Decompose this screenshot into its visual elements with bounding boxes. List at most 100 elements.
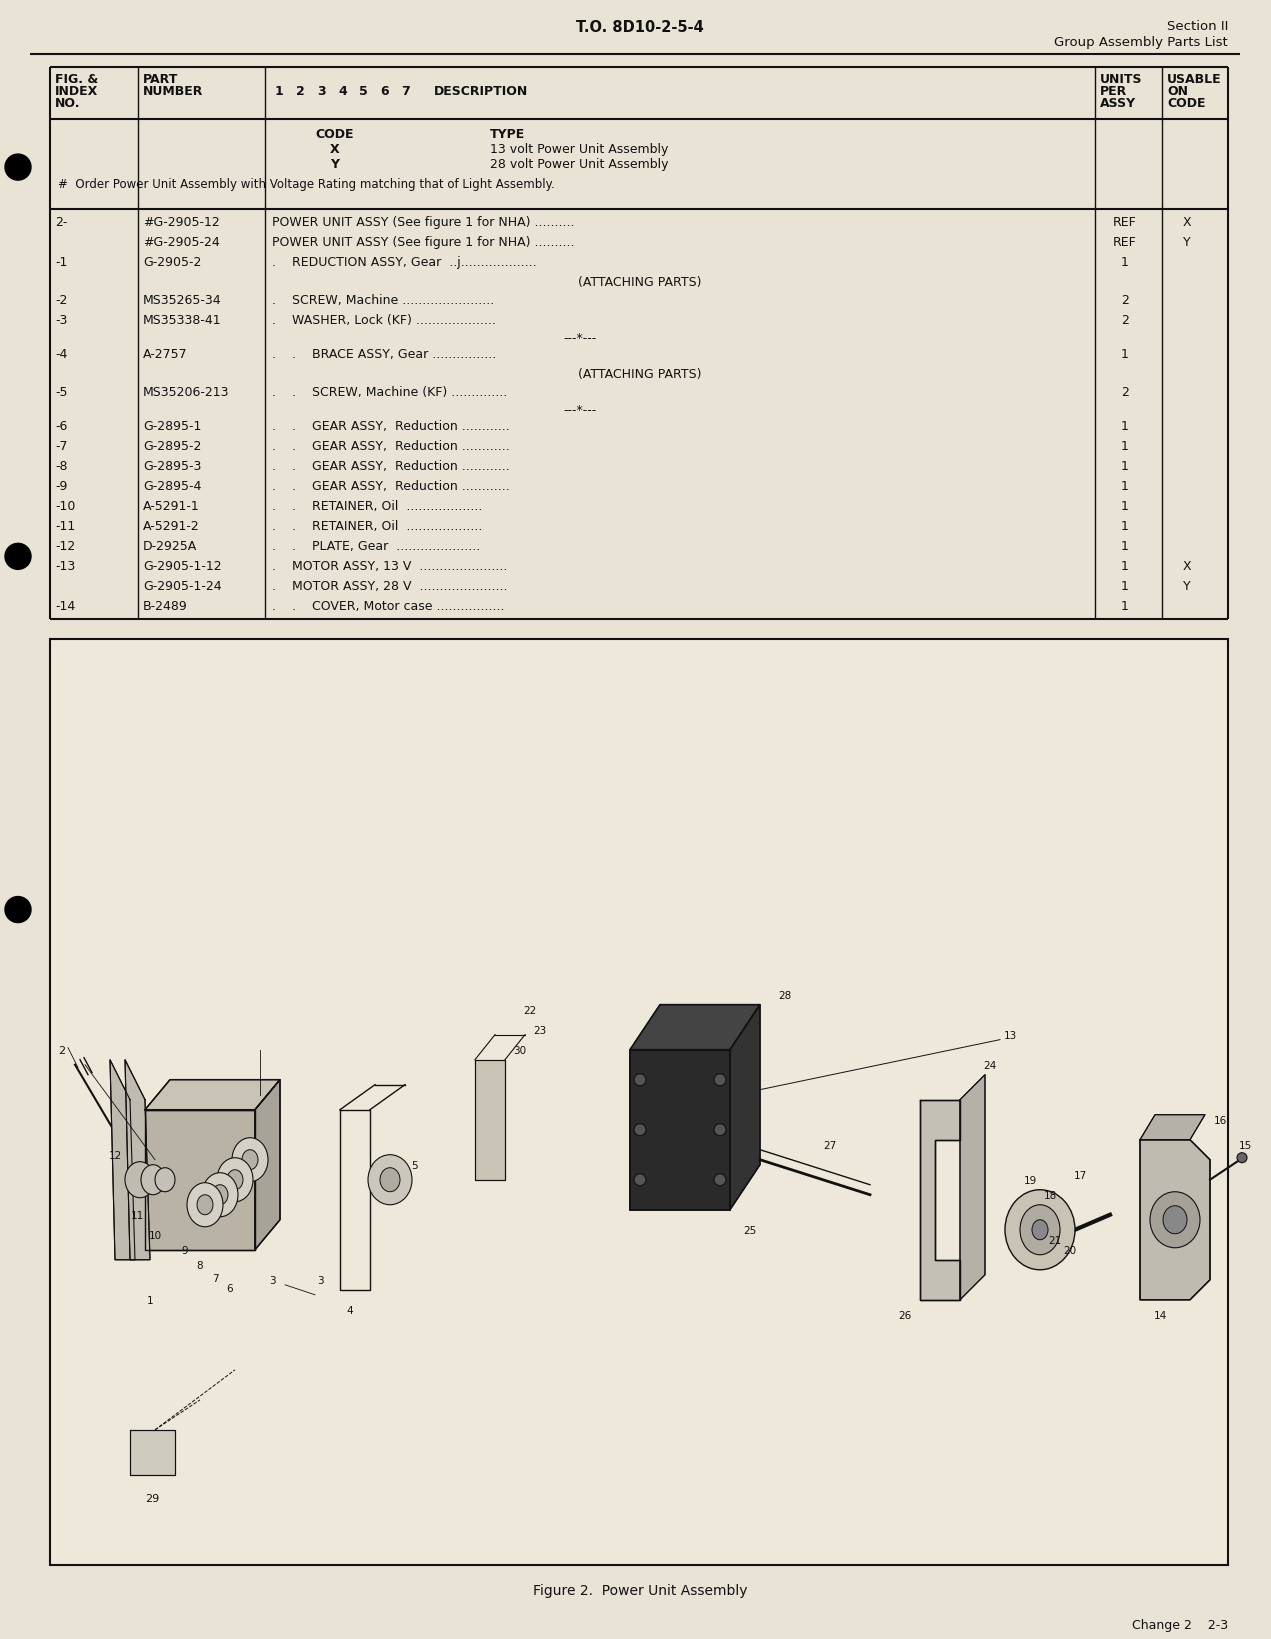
Text: 8: 8	[197, 1260, 203, 1270]
Text: ASSY: ASSY	[1099, 97, 1136, 110]
Text: .    .    GEAR ASSY,  Reduction ............: . . GEAR ASSY, Reduction ............	[272, 439, 510, 452]
Text: ---*---: ---*---	[563, 403, 596, 416]
Ellipse shape	[141, 1165, 165, 1195]
Text: Section II: Section II	[1167, 20, 1228, 33]
Text: T.O. 8D10-2-5-4: T.O. 8D10-2-5-4	[576, 20, 704, 34]
Text: A-5291-2: A-5291-2	[144, 520, 200, 533]
Text: 13 volt Power Unit Assembly: 13 volt Power Unit Assembly	[491, 143, 669, 156]
Text: 16: 16	[1214, 1115, 1227, 1124]
Text: .    SCREW, Machine .......................: . SCREW, Machine .......................	[272, 293, 494, 306]
Text: 1: 1	[1121, 539, 1129, 552]
Ellipse shape	[1163, 1206, 1187, 1234]
Bar	[50, 639, 1228, 1565]
Polygon shape	[960, 1075, 985, 1300]
Text: 28 volt Power Unit Assembly: 28 volt Power Unit Assembly	[491, 157, 669, 170]
Text: #G-2905-12: #G-2905-12	[144, 216, 220, 229]
Polygon shape	[730, 1005, 760, 1210]
Text: 1: 1	[1121, 500, 1129, 513]
Text: POWER UNIT ASSY (See figure 1 for NHA) ..........: POWER UNIT ASSY (See figure 1 for NHA) .…	[272, 236, 574, 249]
Text: 12: 12	[108, 1151, 122, 1160]
Text: G-2905-1-12: G-2905-1-12	[144, 561, 221, 574]
Ellipse shape	[634, 1124, 646, 1136]
Text: .    .    RETAINER, Oil  ...................: . . RETAINER, Oil ...................	[272, 500, 483, 513]
Ellipse shape	[125, 1162, 155, 1198]
Polygon shape	[1140, 1141, 1210, 1300]
Text: CODE: CODE	[1167, 97, 1205, 110]
Text: -8: -8	[55, 461, 67, 474]
Text: 19: 19	[1023, 1175, 1037, 1185]
Text: FIG. &: FIG. &	[55, 74, 98, 85]
Text: 27: 27	[824, 1141, 836, 1151]
Text: 3: 3	[268, 1275, 276, 1285]
Text: A-2757: A-2757	[144, 347, 188, 361]
Text: 9: 9	[182, 1246, 188, 1255]
Text: Change 2    2-3: Change 2 2-3	[1132, 1618, 1228, 1631]
Ellipse shape	[228, 1170, 243, 1190]
Ellipse shape	[241, 1151, 258, 1170]
Polygon shape	[630, 1005, 760, 1051]
Text: 29: 29	[145, 1493, 159, 1503]
Text: .    MOTOR ASSY, 28 V  ......................: . MOTOR ASSY, 28 V .....................…	[272, 580, 507, 593]
Ellipse shape	[714, 1074, 726, 1087]
Ellipse shape	[202, 1174, 238, 1218]
Ellipse shape	[212, 1185, 228, 1205]
Text: PART: PART	[144, 74, 178, 85]
Ellipse shape	[1021, 1205, 1060, 1255]
Text: DESCRIPTION: DESCRIPTION	[433, 85, 529, 98]
Text: G-2895-2: G-2895-2	[144, 439, 201, 452]
Text: 1: 1	[1121, 480, 1129, 493]
Text: 1: 1	[1121, 561, 1129, 574]
Text: -14: -14	[55, 600, 75, 613]
Text: 1: 1	[275, 85, 283, 98]
Ellipse shape	[1237, 1152, 1247, 1164]
Text: Y: Y	[330, 157, 339, 170]
Text: POWER UNIT ASSY (See figure 1 for NHA) ..........: POWER UNIT ASSY (See figure 1 for NHA) .…	[272, 216, 574, 229]
Text: 23: 23	[534, 1024, 547, 1034]
Text: 2-: 2-	[55, 216, 67, 229]
Text: INDEX: INDEX	[55, 85, 98, 98]
Polygon shape	[920, 1100, 960, 1300]
Text: 2: 2	[1121, 293, 1129, 306]
Text: TYPE: TYPE	[491, 128, 525, 141]
Text: 10: 10	[149, 1229, 161, 1241]
Text: NUMBER: NUMBER	[144, 85, 203, 98]
Text: 15: 15	[1238, 1141, 1252, 1151]
Circle shape	[5, 544, 31, 570]
Text: Y: Y	[1183, 580, 1191, 593]
Ellipse shape	[1032, 1219, 1049, 1241]
Text: #G-2905-24: #G-2905-24	[144, 236, 220, 249]
Text: -7: -7	[55, 439, 67, 452]
Text: MS35206-213: MS35206-213	[144, 387, 230, 398]
Text: NO.: NO.	[55, 97, 80, 110]
Ellipse shape	[714, 1124, 726, 1136]
Text: 1: 1	[1121, 347, 1129, 361]
Ellipse shape	[714, 1174, 726, 1187]
Text: -12: -12	[55, 539, 75, 552]
Text: G-2905-1-24: G-2905-1-24	[144, 580, 221, 593]
Text: A-5291-1: A-5291-1	[144, 500, 200, 513]
Ellipse shape	[369, 1155, 412, 1205]
Text: 1: 1	[1121, 580, 1129, 593]
Text: ---*---: ---*---	[563, 333, 596, 344]
Text: MS35338-41: MS35338-41	[144, 315, 221, 328]
Text: REF: REF	[1113, 216, 1136, 229]
Ellipse shape	[233, 1137, 268, 1182]
Text: .    MOTOR ASSY, 13 V  ......................: . MOTOR ASSY, 13 V .....................…	[272, 561, 507, 574]
Text: .    .    PLATE, Gear  .....................: . . PLATE, Gear .....................	[272, 539, 480, 552]
Text: 3: 3	[316, 85, 325, 98]
Text: Y: Y	[1183, 236, 1191, 249]
Text: 28: 28	[778, 990, 792, 1000]
Text: 2: 2	[296, 85, 305, 98]
Text: 1: 1	[1121, 439, 1129, 452]
Text: #  Order Power Unit Assembly with Voltage Rating matching that of Light Assembly: # Order Power Unit Assembly with Voltage…	[58, 179, 554, 192]
Circle shape	[5, 156, 31, 180]
Circle shape	[5, 897, 31, 923]
Polygon shape	[111, 1060, 135, 1260]
Text: 11: 11	[131, 1210, 144, 1219]
Text: 2: 2	[1121, 387, 1129, 398]
Text: 26: 26	[899, 1310, 911, 1319]
Ellipse shape	[1150, 1192, 1200, 1247]
Text: 1: 1	[1121, 420, 1129, 433]
Ellipse shape	[634, 1074, 646, 1087]
Text: USABLE: USABLE	[1167, 74, 1221, 85]
